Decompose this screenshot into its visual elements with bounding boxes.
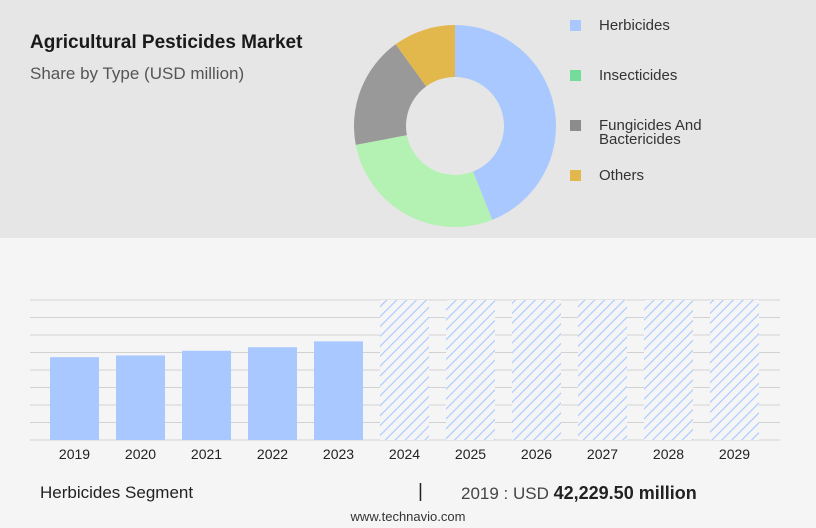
tick-label-2022: 2022 bbox=[257, 446, 288, 462]
bar-2027 bbox=[578, 300, 627, 440]
segment-label: Herbicides Segment bbox=[40, 483, 194, 502]
tick-label-2027: 2027 bbox=[587, 446, 618, 462]
bar-marks bbox=[50, 300, 759, 440]
legend-item-herbicides: Herbicides bbox=[570, 16, 749, 33]
legend-label-insecticides: Insecticides bbox=[599, 67, 678, 84]
tick-label-2021: 2021 bbox=[191, 446, 222, 462]
bar-2025 bbox=[446, 300, 495, 440]
tick-label-2028: 2028 bbox=[653, 446, 684, 462]
bar-2022 bbox=[248, 347, 297, 440]
legend-item-insecticides: Insecticides bbox=[570, 66, 749, 83]
donut-slices bbox=[354, 25, 556, 227]
legend: Herbicides Insecticides Fungicides And B… bbox=[570, 12, 810, 212]
legend-item-fungicides: Fungicides And Bactericides bbox=[570, 116, 749, 147]
chart-subtitle: Share by Type (USD million) bbox=[30, 64, 245, 83]
tick-labels: 2019 2020 2021 2022 2023 2024 2025 2026 2027 2028… bbox=[59, 446, 750, 462]
tick-label-2020: 2020 bbox=[125, 446, 156, 462]
bar-2024 bbox=[380, 300, 429, 440]
segment-value-amount: 42,229.50 million bbox=[553, 483, 697, 503]
legend-swatch-insecticides bbox=[570, 70, 581, 81]
bar-2020 bbox=[116, 355, 165, 440]
bar-chart: 2019 2020 2021 2022 2023 2024 2025 2026 2027 2028… bbox=[30, 299, 780, 462]
footer-separator: | bbox=[418, 481, 423, 502]
tick-label-2019: 2019 bbox=[59, 446, 90, 462]
bar-2026 bbox=[512, 300, 561, 440]
segment-value-prefix: 2019 : USD bbox=[461, 484, 549, 503]
donut-slice-herbicides bbox=[455, 25, 556, 220]
legend-item-others: Others bbox=[570, 166, 749, 183]
legend-swatch-others bbox=[570, 170, 581, 181]
donut-slice-fungicides bbox=[354, 44, 427, 145]
source-site: www.technavio.com bbox=[350, 509, 466, 524]
bar-2028 bbox=[644, 300, 693, 440]
legend-label-fungicides: Fungicides And Bactericides bbox=[599, 117, 702, 148]
tick-label-2029: 2029 bbox=[719, 446, 750, 462]
bar-2023 bbox=[314, 341, 363, 440]
bar-2029 bbox=[710, 300, 759, 440]
bar-2019 bbox=[50, 357, 99, 440]
legend-swatch-fungicides bbox=[570, 120, 581, 131]
legend-label-others: Others bbox=[599, 167, 645, 184]
chart-title: Agricultural Pesticides Market bbox=[30, 32, 303, 53]
segment-value: 2019 : USD 42,229.50 million bbox=[461, 483, 697, 504]
donut-chart bbox=[354, 25, 556, 227]
legend-swatch-herbicides bbox=[570, 20, 581, 31]
legend-label-herbicides: Herbicides bbox=[599, 17, 670, 34]
donut-slice-insecticides bbox=[355, 135, 493, 227]
tick-label-2023: 2023 bbox=[323, 446, 354, 462]
tick-label-2025: 2025 bbox=[455, 446, 486, 462]
tick-label-2024: 2024 bbox=[389, 446, 420, 462]
bar-2021 bbox=[182, 350, 231, 440]
tick-label-2026: 2026 bbox=[521, 446, 552, 462]
donut-slice-others bbox=[395, 25, 455, 87]
